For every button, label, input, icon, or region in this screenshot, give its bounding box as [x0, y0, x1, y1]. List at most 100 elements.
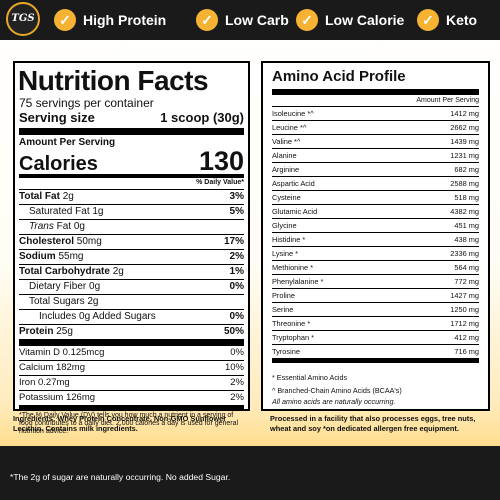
amino-acid-name: Cysteine: [272, 193, 301, 202]
nutrient-amount: 2g: [112, 266, 124, 277]
brand-logo-text: TGS: [11, 13, 35, 24]
amino-acid-name: Aspartic Acid: [272, 179, 315, 188]
amino-acid-amount: 412 mg: [454, 333, 479, 342]
amino-acid-name: Threonine *: [272, 319, 311, 328]
nutrient-row-trans-fat: Trans Fat 0g: [19, 220, 244, 235]
amino-acid-name: Isoleucine *^: [272, 109, 314, 118]
vitamin-label: Calcium 182mg: [19, 362, 85, 373]
amino-acid-name: Alanine: [272, 151, 297, 160]
amino-acid-name: Phenylalanine *: [272, 277, 324, 286]
vitamin-row-calcium: Calcium 182mg 10%: [19, 361, 244, 376]
vitamin-row-iron: Iron 0.27mg 2%: [19, 376, 244, 391]
nutrient-label: Cholesterol: [19, 236, 75, 247]
amino-acid-amount: 682 mg: [454, 165, 479, 174]
vitamin-label: Iron 0.27mg: [19, 377, 70, 388]
nutrient-amount: 0g: [89, 281, 101, 292]
amino-acid-name: Glycine: [272, 221, 297, 230]
amino-acid-panel: Amino Acid Profile Amount Per Serving Is…: [261, 61, 490, 411]
calories-value: 130: [198, 146, 244, 176]
amino-acid-amount: 1427 mg: [450, 291, 479, 300]
nutrient-label: Total Carbohydrate: [19, 266, 110, 277]
serving-size-label: Serving size: [19, 110, 95, 125]
nutrient-dv: 3%: [229, 191, 244, 202]
natural-note: All amino acids are naturally occurring.: [272, 397, 396, 406]
daily-value-footnote: *The % Daily Value (DV) tells you how mu…: [19, 412, 239, 435]
amino-acid-amount: 564 mg: [454, 263, 479, 272]
vitamin-dv: 0%: [230, 347, 244, 358]
essential-note: * Essential Amino Acids: [272, 373, 348, 382]
badge-keto: ✓ Keto: [417, 9, 477, 31]
amino-acid-amount: 4382 mg: [450, 207, 479, 216]
amino-acid-row: Alanine 1231 mg: [272, 149, 479, 163]
amino-acid-row: Cysteine 518 mg: [272, 191, 479, 205]
vitamin-label: Potassium 126mg: [19, 392, 96, 403]
amino-acid-name: Serine: [272, 305, 294, 314]
nutrient-dv: 5%: [229, 206, 244, 217]
nutrient-row-total-fat: Total Fat 2g 3%: [19, 190, 244, 205]
amino-acid-row: Aspartic Acid 2588 mg: [272, 177, 479, 191]
serving-size-value: 1 scoop (30g): [160, 110, 244, 125]
nutrient-dv: 17%: [223, 236, 244, 247]
nutrient-label: Total Sugars: [29, 296, 85, 307]
nutrient-dv: 0%: [229, 311, 244, 322]
amino-acid-row: Arginine 682 mg: [272, 163, 479, 177]
amino-acid-row: Methionine * 564 mg: [272, 261, 479, 275]
amino-acid-amount: 2662 mg: [450, 123, 479, 132]
amino-acid-title: Amino Acid Profile: [272, 67, 479, 95]
amino-acid-row: Glycine 451 mg: [272, 219, 479, 233]
badge-label: Low Calorie: [325, 12, 405, 28]
badge-label: Keto: [446, 12, 478, 28]
nutrient-dv: 2%: [229, 251, 244, 262]
amino-acid-amount: 716 mg: [454, 347, 479, 356]
amino-acid-row: Threonine * 1712 mg: [272, 317, 479, 331]
amino-acid-amount: 518 mg: [454, 193, 479, 202]
amino-acid-row: Lysine * 2336 mg: [272, 247, 479, 261]
amino-acid-row: Glutamic Acid 4382 mg: [272, 205, 479, 219]
nutrient-row-dietary-fiber: Dietary Fiber 0g 0%: [19, 280, 244, 295]
nutrient-amount: 1g: [92, 206, 104, 217]
nutrient-amount: Fat 0g: [56, 221, 85, 232]
nutrient-row-total-carbohydrate: Total Carbohydrate 2g 1%: [19, 265, 244, 280]
amino-acid-row: Serine 1250 mg: [272, 303, 479, 317]
nutrient-amount: 2g: [62, 191, 74, 202]
badge-low-carb: ✓ Low Carb: [196, 9, 289, 31]
brand-logo: TGS: [6, 2, 40, 36]
amino-acid-name: Histidine *: [272, 235, 306, 244]
ingredients-text: Ingredients: Whey Protein Concentrate, N…: [13, 414, 227, 433]
servings-per-container: 75 servings per container: [19, 96, 154, 110]
nutrient-row-sodium: Sodium 55mg 2%: [19, 250, 244, 265]
bottom-banner: *The 2g of sugar are naturally occurring…: [0, 446, 500, 500]
amino-acid-row: Phenylalanine * 772 mg: [272, 275, 479, 289]
amino-acid-row: Valine *^ 1439 mg: [272, 135, 479, 149]
sugar-note: *The 2g of sugar are naturally occurring…: [10, 472, 231, 482]
amino-acid-amount: 1250 mg: [450, 305, 479, 314]
amino-acid-row: Tryptophan * 412 mg: [272, 331, 479, 345]
amino-acid-name: Proline: [272, 291, 296, 300]
amino-acid-name: Arginine: [272, 165, 300, 174]
check-icon: ✓: [417, 9, 439, 31]
amino-acid-name: Tyrosine: [272, 347, 300, 356]
amino-acid-name: Glutamic Acid: [272, 207, 318, 216]
nutrient-label: Saturated Fat: [29, 206, 90, 217]
amino-acid-row: Proline 1427 mg: [272, 289, 479, 303]
calories-row: Calories 130: [19, 148, 244, 178]
amino-acid-amount: 1231 mg: [450, 151, 479, 160]
nutrient-amount: 25g: [56, 326, 73, 337]
amino-acid-row: Isoleucine *^ 1412 mg: [272, 107, 479, 121]
amount-per-serving: Amount Per Serving: [19, 137, 116, 148]
amino-acid-amount: 1712 mg: [450, 319, 479, 328]
amino-acid-name: Valine *^: [272, 137, 301, 146]
nutrition-facts-panel: Nutrition Facts 75 servings per containe…: [13, 61, 250, 435]
check-icon: ✓: [196, 9, 218, 31]
nutrient-row-total-sugars: Total Sugars 2g: [19, 295, 244, 310]
nutrient-row-added-sugars: Includes 0g Added Sugars 0%: [19, 310, 244, 325]
nutrient-amount: 50mg: [76, 236, 102, 247]
amino-acid-amount: 2588 mg: [450, 179, 479, 188]
nutrient-label: Includes 0g Added Sugars: [39, 311, 156, 322]
vitamin-row-potassium: Potassium 126mg 2%: [19, 391, 244, 409]
amino-acid-row: Histidine * 438 mg: [272, 233, 479, 247]
bcaa-note: ^ Branched-Chain Amino Acids (BCAA's): [272, 386, 402, 395]
nutrient-dv: 0%: [229, 281, 244, 292]
amino-acid-amount: 438 mg: [454, 235, 479, 244]
calories-label: Calories: [19, 153, 98, 175]
